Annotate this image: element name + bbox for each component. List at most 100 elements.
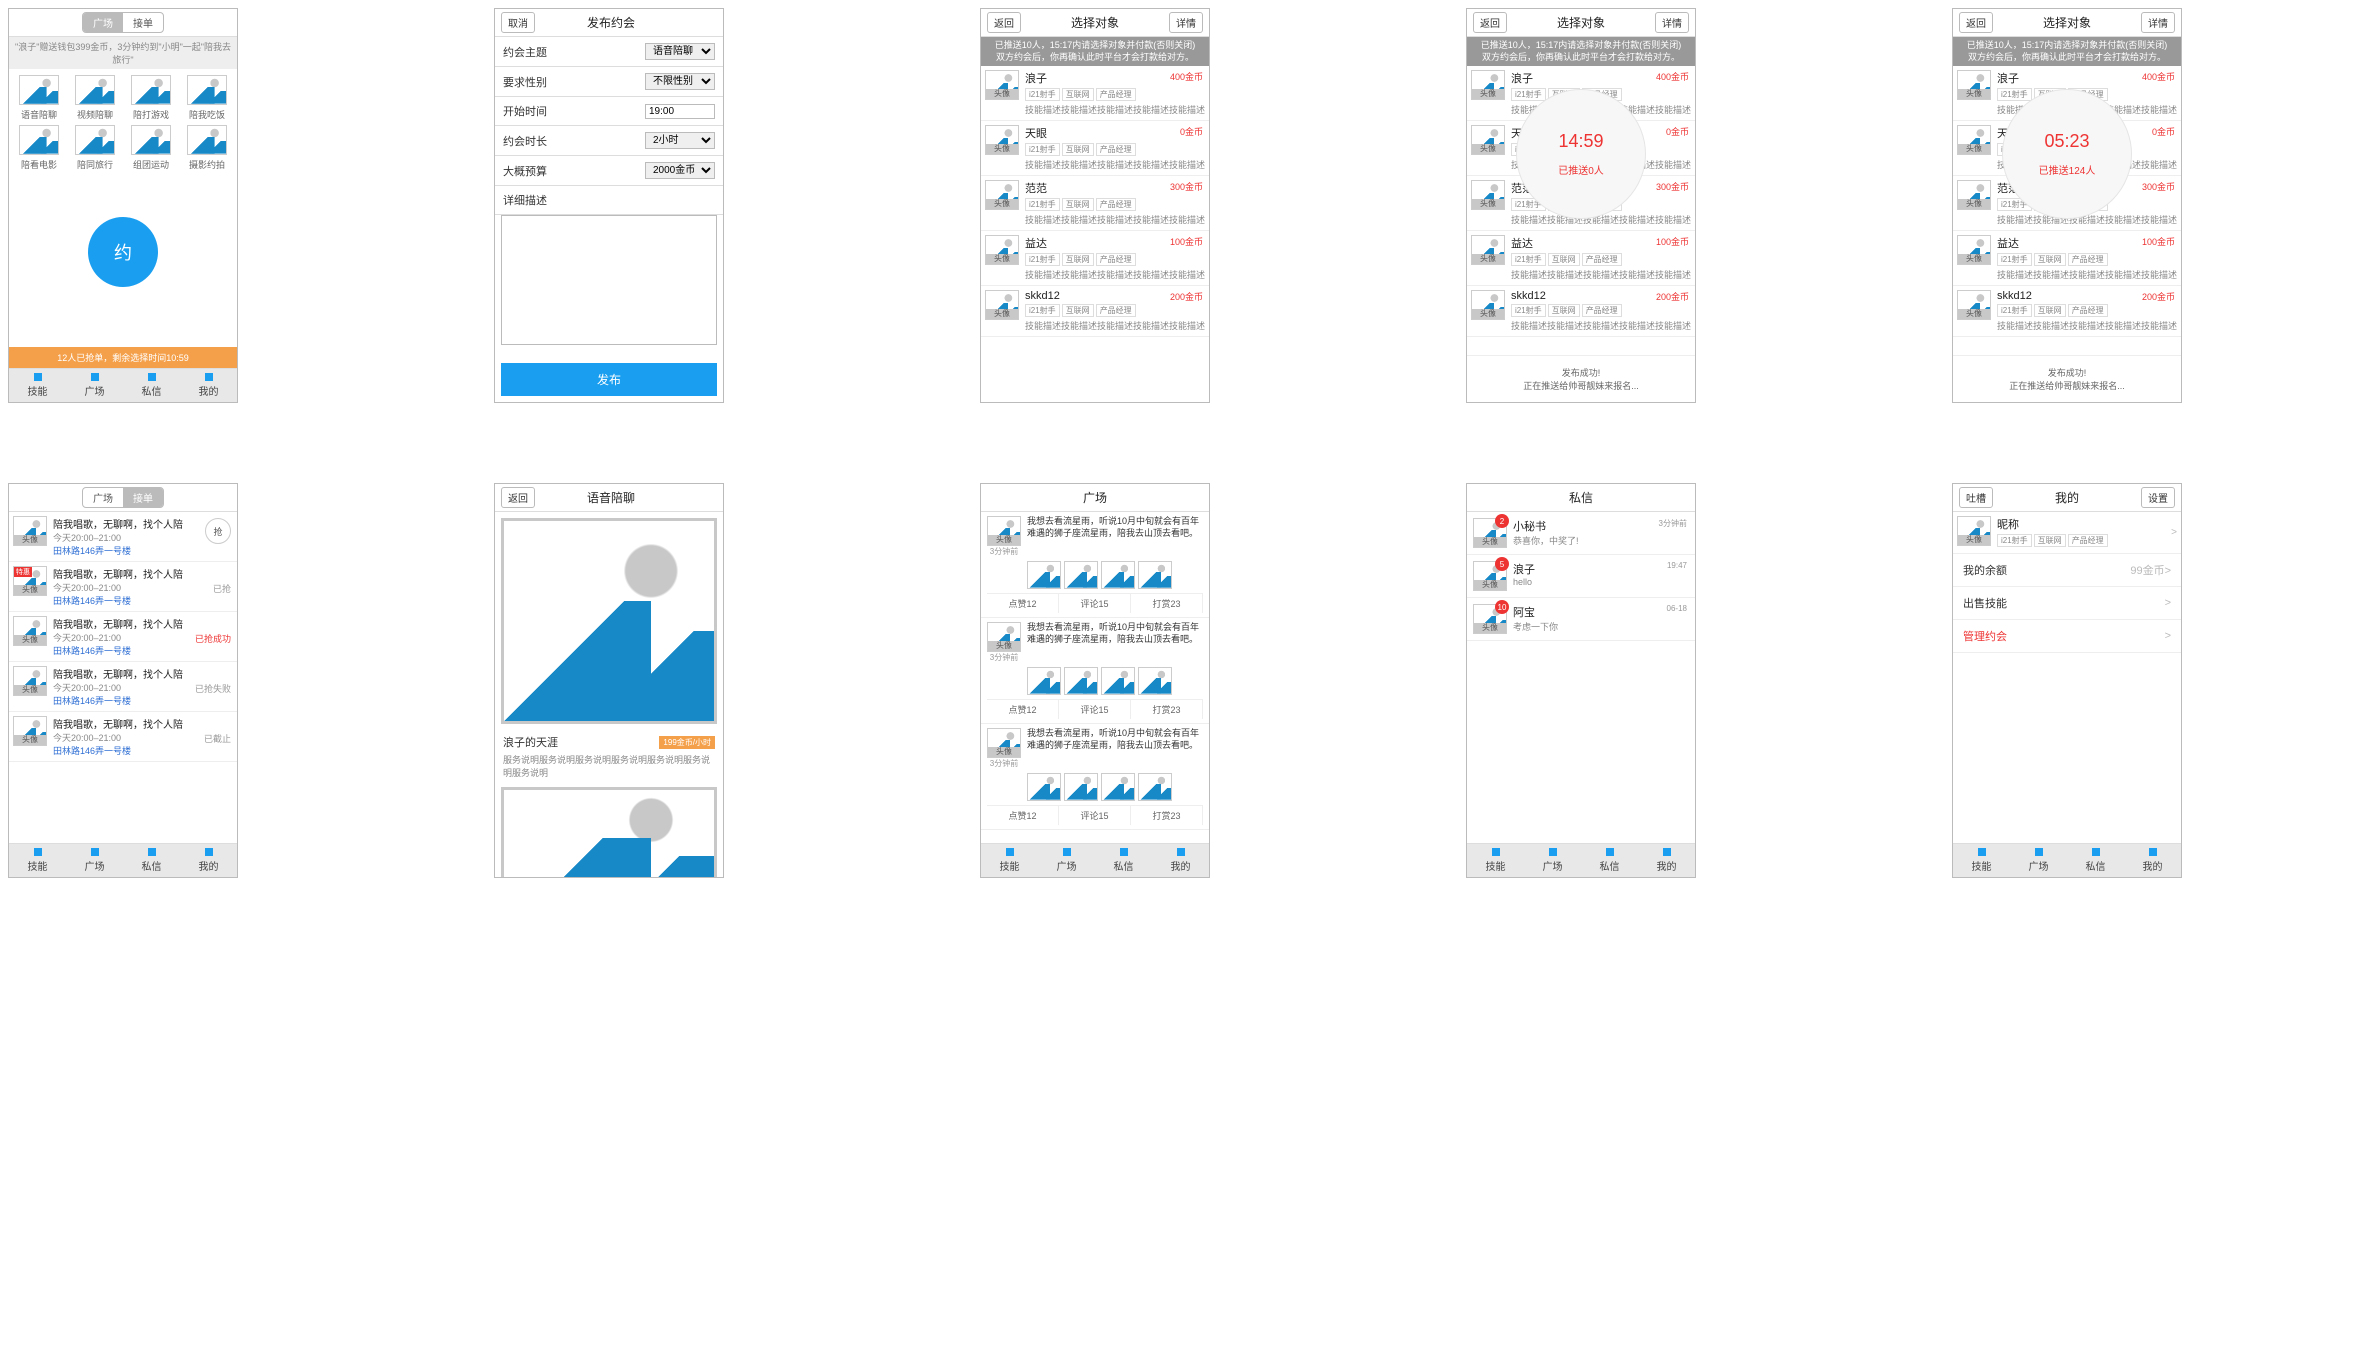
thumb[interactable] (1101, 773, 1135, 801)
tabbar-item[interactable]: 技能 (981, 844, 1038, 877)
profile-row[interactable]: 我的余额 99金币> (1953, 554, 2181, 587)
thumb[interactable] (1064, 667, 1098, 695)
avatar: 头像 (1471, 235, 1505, 265)
person-item[interactable]: 头像 益达 i21射手互联网产品经理 技能描述技能描述技能描述技能描述技能描述 … (1467, 231, 1695, 286)
tabbar-item[interactable]: 私信 (123, 369, 180, 402)
tag: 互联网 (1548, 253, 1580, 266)
chevron-right-icon[interactable]: > (2171, 527, 2177, 538)
chat-item[interactable]: 头像 5 浪子 hello 19:47 (1467, 555, 1695, 598)
post-action[interactable]: 点赞12 (987, 594, 1059, 613)
thumb[interactable] (1027, 561, 1061, 589)
back-button[interactable]: 返回 (1959, 12, 1993, 33)
thumb[interactable] (1101, 561, 1135, 589)
tabbar-item[interactable]: 广场 (1524, 844, 1581, 877)
detail-button[interactable]: 详情 (2141, 12, 2175, 33)
seg-plaza[interactable]: 广场 (83, 13, 123, 32)
form-input[interactable] (645, 104, 715, 119)
seg-plaza[interactable]: 广场 (83, 488, 123, 507)
post-action[interactable]: 打赏23 (1131, 700, 1203, 719)
tabbar-item[interactable]: 我的 (180, 844, 237, 877)
tabbar-item[interactable]: 技能 (1953, 844, 2010, 877)
tabbar-item[interactable]: 私信 (123, 844, 180, 877)
category-item[interactable]: 语音陪聊 (13, 75, 65, 121)
order-item[interactable]: 头像 陪我唱歌，无聊啊，找个人陪 今天20:00–21:00 田林路146弄一号… (9, 712, 237, 762)
category-item[interactable]: 陪打游戏 (125, 75, 177, 121)
chat-item[interactable]: 头像 10 阿宝 考虑一下你 06-18 (1467, 598, 1695, 641)
person-item[interactable]: 头像 天眼 i21射手互联网产品经理 技能描述技能描述技能描述技能描述技能描述 … (981, 121, 1209, 176)
tabbar-item[interactable]: 技能 (1467, 844, 1524, 877)
category-item[interactable]: 组团运动 (125, 125, 177, 171)
publish-button[interactable]: 发布 (501, 363, 717, 396)
person-desc: 技能描述技能描述技能描述技能描述技能描述 (1997, 319, 2177, 332)
profile-row[interactable]: 管理约会 > (1953, 620, 2181, 653)
tabbar-item[interactable]: 私信 (1095, 844, 1152, 877)
desc-textarea[interactable] (501, 215, 717, 345)
person-item[interactable]: 头像 skkd12 i21射手互联网产品经理 技能描述技能描述技能描述技能描述技… (1953, 286, 2181, 337)
tabbar-item[interactable]: 我的 (180, 369, 237, 402)
form-select[interactable]: 语音陪聊 (645, 43, 715, 60)
create-button[interactable]: 约 (88, 217, 158, 287)
cancel-button[interactable]: 取消 (501, 12, 535, 33)
back-button[interactable]: 返回 (1473, 12, 1507, 33)
coin-label: 0金币 (1180, 125, 1203, 138)
category-item[interactable]: 陪同旅行 (69, 125, 121, 171)
post-action[interactable]: 打赏23 (1131, 594, 1203, 613)
order-item[interactable]: 头像 陪我唱歌，无聊啊，找个人陪 今天20:00–21:00 田林路146弄一号… (9, 612, 237, 662)
post-action[interactable]: 评论15 (1059, 806, 1131, 825)
seg-orders[interactable]: 接单 (123, 13, 163, 32)
thumb[interactable] (1138, 667, 1172, 695)
post-action[interactable]: 打赏23 (1131, 806, 1203, 825)
tabbar-item[interactable]: 私信 (2067, 844, 2124, 877)
back-button[interactable]: 返回 (987, 12, 1021, 33)
category-item[interactable]: 陪我吃饭 (181, 75, 233, 121)
profile-row[interactable]: 出售技能 > (1953, 587, 2181, 620)
segment-control[interactable]: 广场 接单 (82, 487, 164, 508)
detail-button[interactable]: 详情 (1169, 12, 1203, 33)
grab-button[interactable]: 抢 (205, 518, 231, 544)
post-action[interactable]: 评论15 (1059, 700, 1131, 719)
form-select[interactable]: 不限性别 (645, 73, 715, 90)
tabbar-item[interactable]: 我的 (1152, 844, 1209, 877)
tabbar-item[interactable]: 私信 (1581, 844, 1638, 877)
back-button[interactable]: 返回 (501, 487, 535, 508)
tabbar-item[interactable]: 技能 (9, 369, 66, 402)
tabbar-item[interactable]: 广场 (1038, 844, 1095, 877)
tabbar-item[interactable]: 我的 (2124, 844, 2181, 877)
category-item[interactable]: 陪看电影 (13, 125, 65, 171)
settings-button[interactable]: 设置 (2141, 487, 2175, 508)
form-select[interactable]: 2000金币以内 (645, 162, 715, 179)
tabbar-item[interactable]: 广场 (66, 369, 123, 402)
category-item[interactable]: 摄影约拍 (181, 125, 233, 171)
post-action[interactable]: 点赞12 (987, 806, 1059, 825)
person-item[interactable]: 头像 浪子 i21射手互联网产品经理 技能描述技能描述技能描述技能描述技能描述 … (981, 66, 1209, 121)
tabbar-item[interactable]: 广场 (2010, 844, 2067, 877)
segment-control[interactable]: 广场 接单 (82, 12, 164, 33)
seg-orders[interactable]: 接单 (123, 488, 163, 507)
person-item[interactable]: 头像 skkd12 i21射手互联网产品经理 技能描述技能描述技能描述技能描述技… (1467, 286, 1695, 337)
tabbar-item[interactable]: 广场 (66, 844, 123, 877)
thumb[interactable] (1101, 667, 1135, 695)
detail-button[interactable]: 详情 (1655, 12, 1689, 33)
thumb[interactable] (1064, 561, 1098, 589)
person-item[interactable]: 头像 益达 i21射手互联网产品经理 技能描述技能描述技能描述技能描述技能描述 … (1953, 231, 2181, 286)
category-item[interactable]: 视频陪聊 (69, 75, 121, 121)
thumb[interactable] (1138, 773, 1172, 801)
order-item[interactable]: 头像 陪我唱歌，无聊啊，找个人陪 今天20:00–21:00 田林路146弄一号… (9, 662, 237, 712)
order-item[interactable]: 头像 陪我唱歌，无聊啊，找个人陪 今天20:00–21:00 田林路146弄一号… (9, 512, 237, 562)
category-label: 陪同旅行 (69, 158, 121, 171)
thumb[interactable] (1027, 667, 1061, 695)
thumb[interactable] (1027, 773, 1061, 801)
post-action[interactable]: 评论15 (1059, 594, 1131, 613)
feedback-button[interactable]: 吐槽 (1959, 487, 1993, 508)
person-item[interactable]: 头像 skkd12 i21射手互联网产品经理 技能描述技能描述技能描述技能描述技… (981, 286, 1209, 337)
tabbar-item[interactable]: 我的 (1638, 844, 1695, 877)
order-item[interactable]: 特惠头像 陪我唱歌，无聊啊，找个人陪 今天20:00–21:00 田林路146弄… (9, 562, 237, 612)
thumb[interactable] (1064, 773, 1098, 801)
person-item[interactable]: 头像 范范 i21射手互联网产品经理 技能描述技能描述技能描述技能描述技能描述 … (981, 176, 1209, 231)
post-action[interactable]: 点赞12 (987, 700, 1059, 719)
thumb[interactable] (1138, 561, 1172, 589)
form-select[interactable]: 2小时 (645, 132, 715, 149)
chat-item[interactable]: 头像 2 小秘书 恭喜你，中奖了! 3分钟前 (1467, 512, 1695, 555)
tabbar-item[interactable]: 技能 (9, 844, 66, 877)
person-item[interactable]: 头像 益达 i21射手互联网产品经理 技能描述技能描述技能描述技能描述技能描述 … (981, 231, 1209, 286)
